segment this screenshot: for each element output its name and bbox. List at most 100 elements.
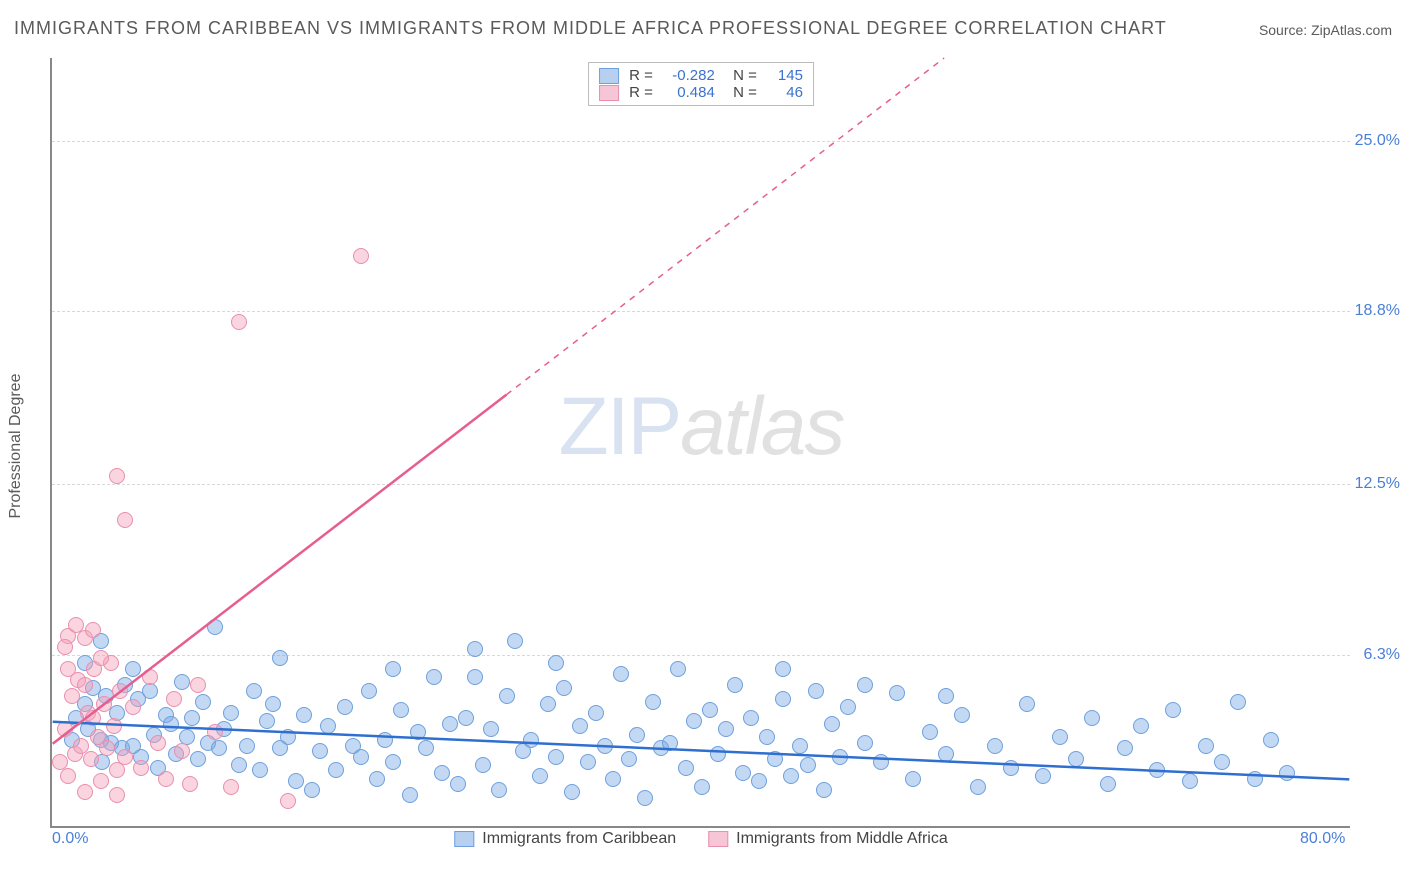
data-point-caribbean — [605, 771, 621, 787]
data-point-caribbean — [272, 650, 288, 666]
regression-line-dashed-middle_africa — [507, 58, 945, 395]
watermark: ZIPatlas — [559, 380, 844, 474]
data-point-caribbean — [735, 765, 751, 781]
series-label-caribbean: Immigrants from Caribbean — [482, 830, 676, 848]
data-point-caribbean — [426, 669, 442, 685]
data-point-caribbean — [385, 661, 401, 677]
data-point-caribbean — [970, 779, 986, 795]
data-point-caribbean — [1019, 696, 1035, 712]
data-point-caribbean — [328, 762, 344, 778]
data-point-caribbean — [211, 740, 227, 756]
gridline — [52, 484, 1350, 485]
data-point-caribbean — [613, 666, 629, 682]
data-point-caribbean — [840, 699, 856, 715]
data-point-caribbean — [621, 751, 637, 767]
data-point-caribbean — [320, 718, 336, 734]
data-point-middle_africa — [57, 721, 73, 737]
data-point-caribbean — [767, 751, 783, 767]
data-point-caribbean — [475, 757, 491, 773]
legend-item-middle-africa: Immigrants from Middle Africa — [708, 830, 948, 848]
data-point-caribbean — [467, 641, 483, 657]
data-point-caribbean — [743, 710, 759, 726]
data-point-middle_africa — [125, 699, 141, 715]
data-point-caribbean — [163, 716, 179, 732]
data-point-middle_africa — [190, 677, 206, 693]
data-point-caribbean — [393, 702, 409, 718]
data-point-caribbean — [410, 724, 426, 740]
data-point-caribbean — [580, 754, 596, 770]
chart-title: IMMIGRANTS FROM CARIBBEAN VS IMMIGRANTS … — [14, 18, 1167, 39]
data-point-caribbean — [1279, 765, 1295, 781]
y-tick-label: 12.5% — [1352, 475, 1400, 493]
data-point-caribbean — [987, 738, 1003, 754]
data-point-middle_africa — [112, 683, 128, 699]
data-point-caribbean — [1214, 754, 1230, 770]
r-label: R = — [629, 84, 653, 101]
data-point-caribbean — [889, 685, 905, 701]
data-point-middle_africa — [207, 724, 223, 740]
data-point-caribbean — [678, 760, 694, 776]
data-point-caribbean — [142, 683, 158, 699]
data-point-caribbean — [499, 688, 515, 704]
data-point-caribbean — [873, 754, 889, 770]
plot-area: ZIPatlas 6.3%12.5%18.8%25.0% 0.0%80.0% R… — [50, 58, 1350, 828]
y-tick-label: 25.0% — [1352, 132, 1400, 150]
n-label: N = — [725, 67, 757, 84]
data-point-caribbean — [629, 727, 645, 743]
gridline — [52, 655, 1350, 656]
data-point-caribbean — [467, 669, 483, 685]
y-axis-title: Professional Degree — [7, 374, 25, 519]
data-point-middle_africa — [85, 710, 101, 726]
data-point-caribbean — [808, 683, 824, 699]
data-point-caribbean — [1052, 729, 1068, 745]
data-point-middle_africa — [64, 688, 80, 704]
gridline — [52, 141, 1350, 142]
r-value-caribbean: -0.282 — [663, 67, 715, 84]
data-point-caribbean — [288, 773, 304, 789]
gridline — [52, 311, 1350, 312]
data-point-middle_africa — [223, 779, 239, 795]
data-point-caribbean — [418, 740, 434, 756]
data-point-middle_africa — [150, 735, 166, 751]
data-point-middle_africa — [109, 787, 125, 803]
data-point-middle_africa — [83, 751, 99, 767]
data-point-caribbean — [548, 655, 564, 671]
data-point-middle_africa — [60, 661, 76, 677]
data-point-middle_africa — [117, 512, 133, 528]
legend-series: Immigrants from Caribbean Immigrants fro… — [454, 830, 947, 848]
data-point-caribbean — [361, 683, 377, 699]
data-point-caribbean — [450, 776, 466, 792]
data-point-caribbean — [532, 768, 548, 784]
data-point-caribbean — [783, 768, 799, 784]
data-point-caribbean — [223, 705, 239, 721]
data-point-middle_africa — [166, 691, 182, 707]
data-point-caribbean — [259, 713, 275, 729]
data-point-middle_africa — [93, 773, 109, 789]
data-point-caribbean — [312, 743, 328, 759]
data-point-middle_africa — [158, 771, 174, 787]
data-point-middle_africa — [57, 639, 73, 655]
legend-item-caribbean: Immigrants from Caribbean — [454, 830, 676, 848]
data-point-middle_africa — [133, 760, 149, 776]
data-point-caribbean — [564, 784, 580, 800]
data-point-caribbean — [800, 757, 816, 773]
y-tick-label: 18.8% — [1352, 302, 1400, 320]
data-point-caribbean — [588, 705, 604, 721]
data-point-caribbean — [434, 765, 450, 781]
data-point-middle_africa — [142, 669, 158, 685]
data-point-caribbean — [775, 691, 791, 707]
data-point-middle_africa — [182, 776, 198, 792]
data-point-caribbean — [442, 716, 458, 732]
legend-row-caribbean: R = -0.282 N = 145 — [599, 67, 803, 84]
n-label: N = — [725, 84, 757, 101]
data-point-caribbean — [304, 782, 320, 798]
data-point-caribbean — [1247, 771, 1263, 787]
data-point-caribbean — [402, 787, 418, 803]
data-point-caribbean — [816, 782, 832, 798]
data-point-middle_africa — [109, 762, 125, 778]
data-point-middle_africa — [117, 749, 133, 765]
data-point-caribbean — [1133, 718, 1149, 734]
data-point-middle_africa — [353, 248, 369, 264]
x-tick-label: 80.0% — [1300, 830, 1345, 848]
data-point-caribbean — [184, 710, 200, 726]
